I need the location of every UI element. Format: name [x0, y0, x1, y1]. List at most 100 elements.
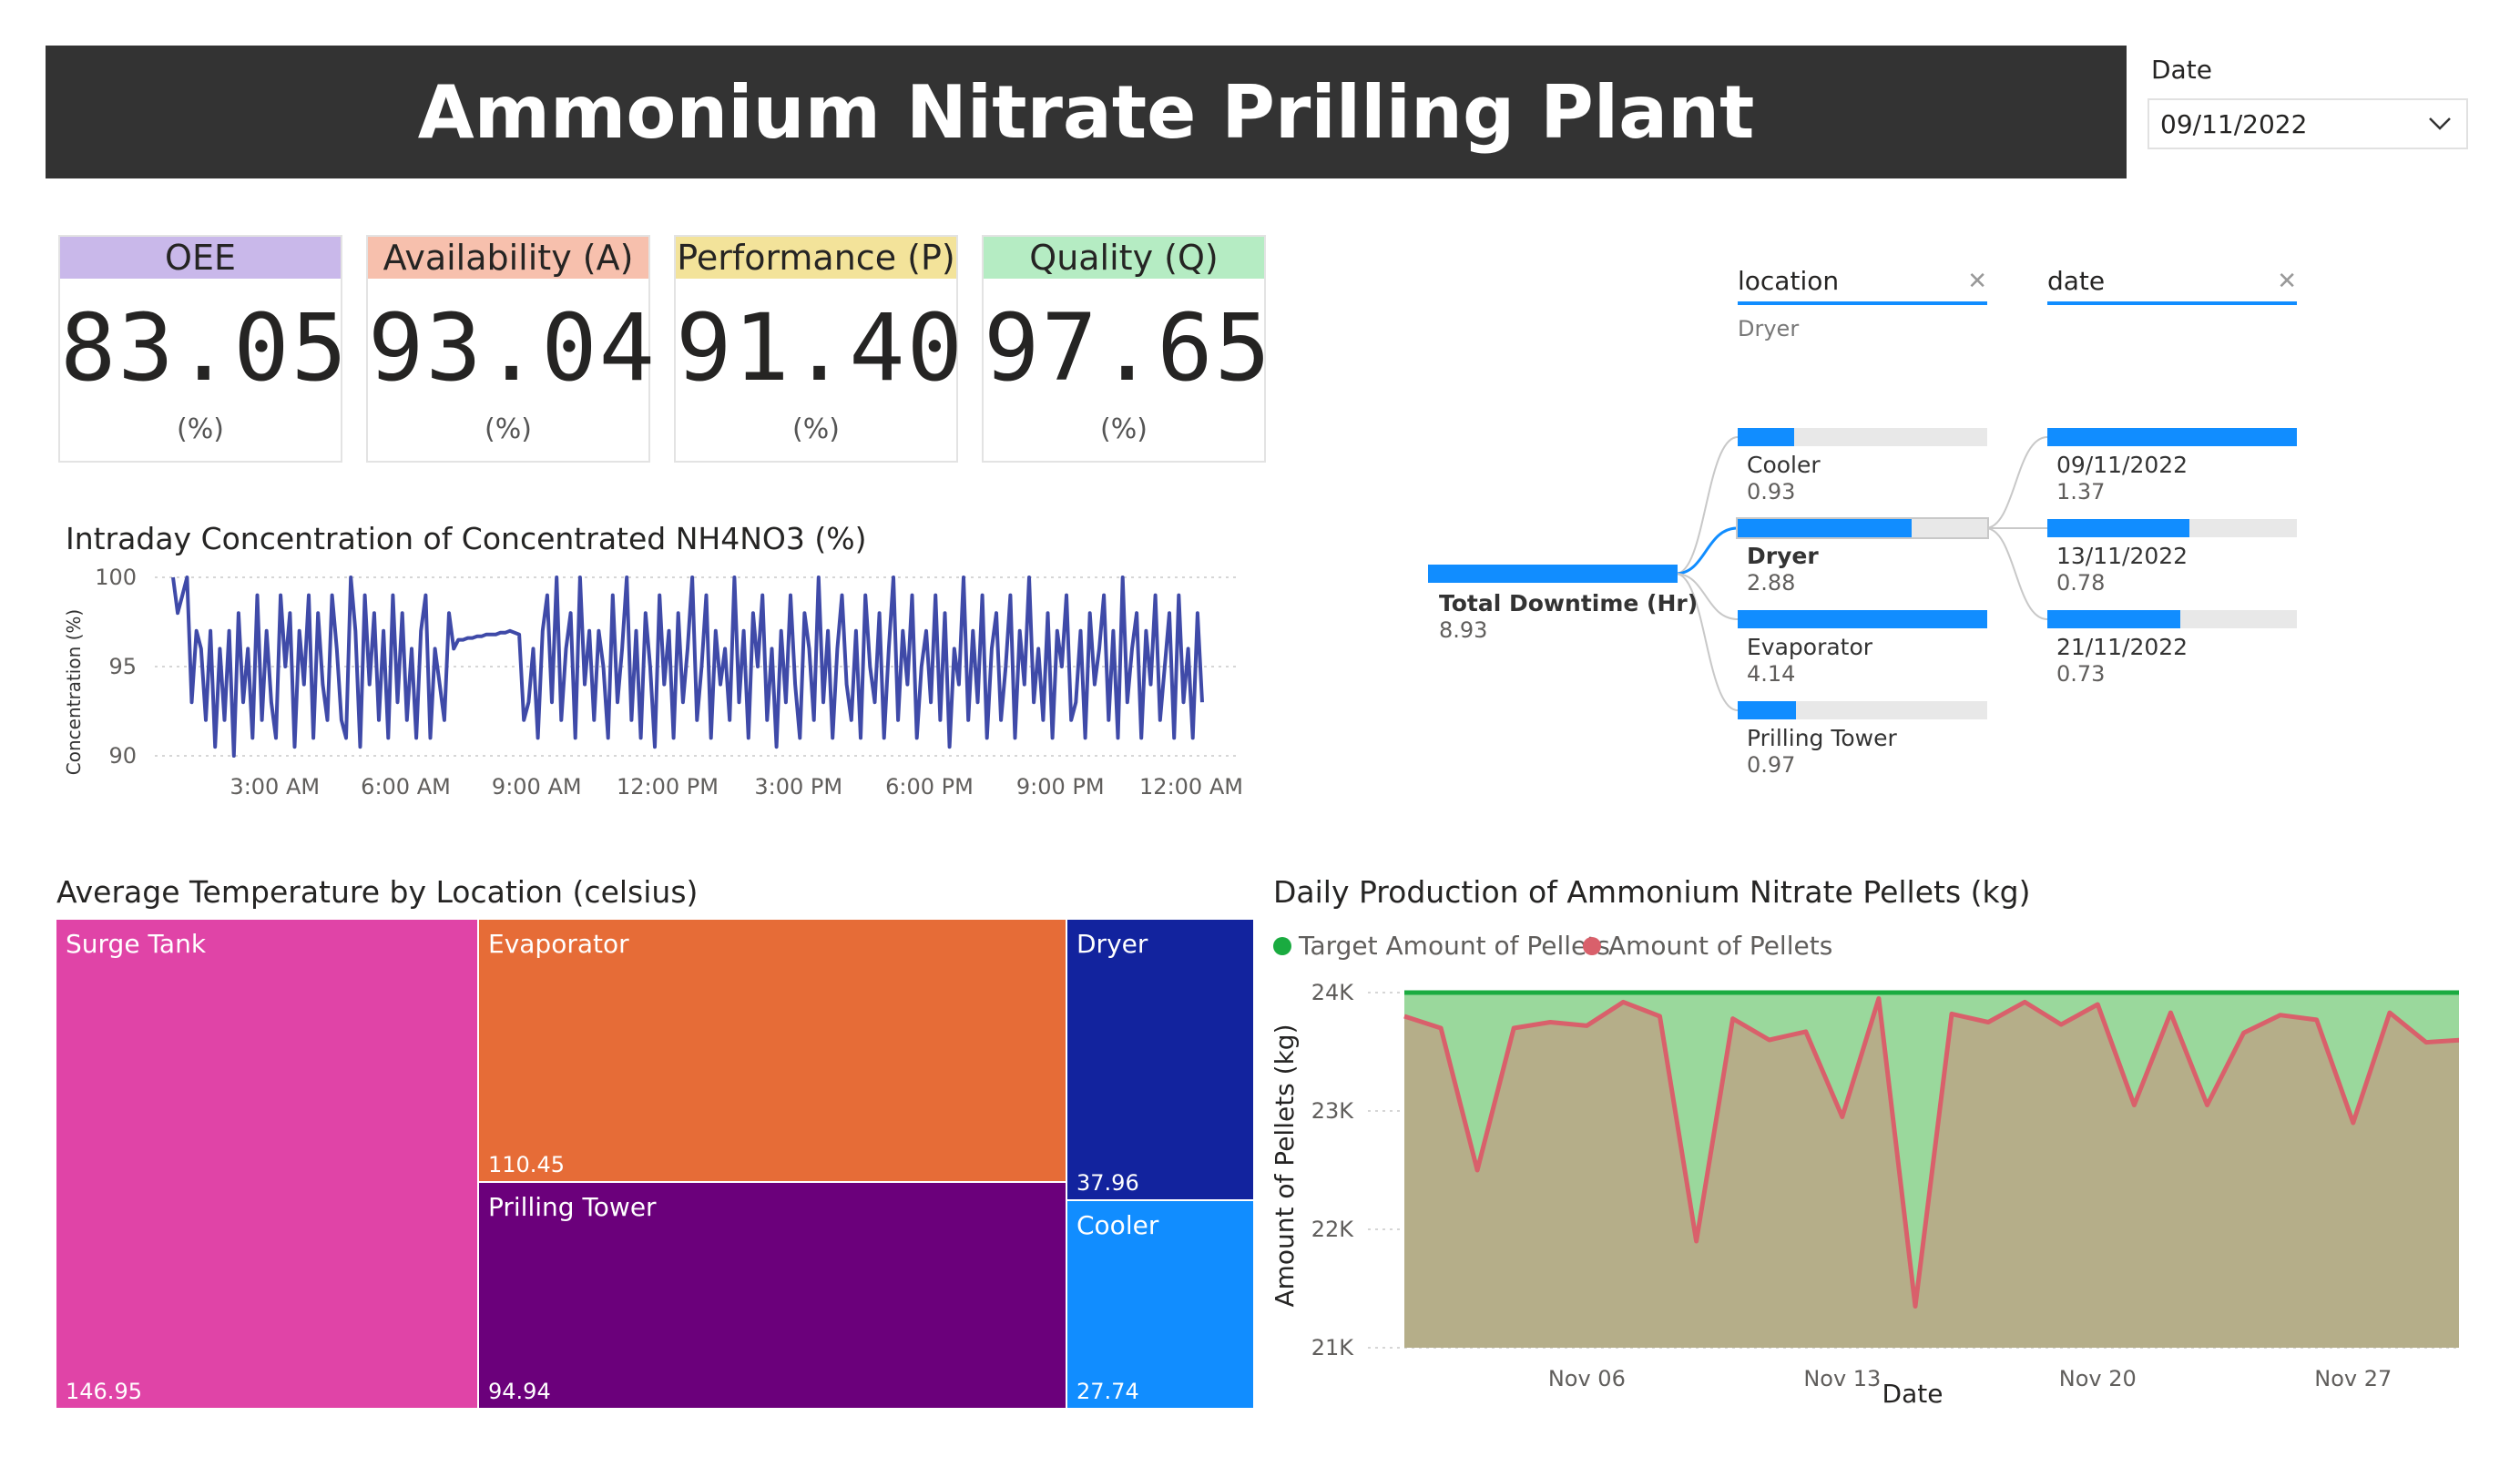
legend-label: Amount of Pellets — [1608, 931, 1833, 961]
decomp-node-label: 13/11/2022 — [2056, 543, 2188, 569]
kpi-card-value: 83.05 — [60, 294, 350, 402]
intraday-series-line — [171, 576, 1204, 758]
x-tick-label: 12:00 PM — [617, 774, 719, 800]
intraday-chart[interactable]: Concentration (%) 100 95 90 3:00 AM 6:00 … — [55, 565, 1275, 810]
kpi-card-value: 97.65 — [984, 294, 1273, 402]
intraday-chart-title: Intraday Concentration of Concentrated N… — [66, 521, 867, 556]
treemap-tile-value: 27.74 — [1076, 1379, 1139, 1404]
x-tick-label: Nov 20 — [2059, 1366, 2137, 1391]
decomp-filter-location[interactable]: location ✕ Dryer — [1738, 266, 1987, 341]
decomp-node-value: 4.14 — [1747, 661, 1796, 687]
decomp-root-bar[interactable] — [1428, 565, 1678, 583]
decomp-node-label: 09/11/2022 — [2056, 452, 2188, 478]
decomp-bar-fill — [2047, 428, 2297, 446]
kpi-card-unit: (%) — [485, 413, 532, 445]
date-slicer-label: Date — [2151, 55, 2212, 85]
decomp-bar-track — [1736, 517, 1989, 539]
decomp-node-label: Evaporator — [1747, 634, 1873, 660]
decomp-node-label: Dryer — [1747, 543, 1819, 569]
decomp-bar-track — [2047, 519, 2297, 537]
kpi-card-header: Performance (P) — [676, 237, 956, 279]
decomp-bar-track — [1738, 428, 1987, 446]
treemap-tile-evaporator[interactable]: Evaporator 110.45 — [479, 920, 1066, 1181]
treemap-tile-dryer[interactable]: Dryer 37.96 — [1067, 920, 1253, 1199]
decomp-filter-underline — [2047, 301, 2297, 305]
y-tick-label: 100 — [95, 565, 137, 590]
decomp-bar-track — [1738, 610, 1987, 628]
page-title-bar: Ammonium Nitrate Prilling Plant — [46, 46, 2127, 178]
kpi-card-value: 91.40 — [676, 294, 965, 402]
close-icon[interactable]: ✕ — [1967, 268, 1987, 295]
x-tick-label: 12:00 AM — [1139, 774, 1243, 800]
kpi-card-unit: (%) — [792, 413, 840, 445]
decomp-node-value: 1.37 — [2056, 479, 2106, 504]
kpi-card-unit: (%) — [1100, 413, 1148, 445]
date-slicer-value: 09/11/2022 — [2160, 108, 2308, 139]
decomp-node-value: 0.97 — [1747, 752, 1796, 778]
intraday-y-ticks: 100 95 90 — [95, 565, 137, 769]
treemap-tile-value: 94.94 — [488, 1379, 551, 1404]
treemap-tile-surge-tank[interactable]: Surge Tank 146.95 — [56, 920, 477, 1408]
x-tick-label: Nov 27 — [2314, 1366, 2392, 1391]
decomp-filter-selected: Dryer — [1738, 316, 1800, 341]
decomp-node-label: 21/11/2022 — [2056, 634, 2188, 660]
decomp-filter-label: location — [1738, 266, 1840, 296]
intraday-y-axis-title: Concentration (%) — [63, 609, 85, 775]
legend-item-actual[interactable]: Amount of Pellets — [1583, 931, 1832, 961]
kpi-card-unit: (%) — [177, 413, 224, 445]
production-x-axis-title: Date — [1882, 1379, 1944, 1409]
treemap-tile-label: Prilling Tower — [488, 1192, 657, 1222]
legend-item-target[interactable]: Target Amount of Pellets — [1273, 931, 1610, 961]
actual-series-line — [1403, 996, 2459, 1309]
y-tick-label: 24K — [1311, 980, 1355, 1005]
decomp-node-label: Cooler — [1747, 452, 1821, 478]
date-slicer-dropdown[interactable]: 09/11/2022 — [2148, 98, 2468, 149]
decomp-node-value: 0.78 — [2056, 570, 2106, 596]
treemap-tile-label: Dryer — [1076, 929, 1148, 959]
treemap-tile-label: Surge Tank — [66, 929, 207, 959]
production-chart[interactable]: Amount of Pellets (kg) Date 24K 23K 22K … — [1266, 965, 2459, 1421]
decomp-filter-date[interactable]: date ✕ — [2047, 266, 2297, 305]
intraday-x-ticks: 3:00 AM 6:00 AM 9:00 AM 12:00 PM 3:00 PM 6:00… — [230, 774, 1243, 800]
treemap-tile-label: Cooler — [1076, 1210, 1159, 1240]
decomp-bar-track — [1738, 701, 1987, 719]
decomp-root-value: 8.93 — [1439, 617, 1488, 643]
legend-dot — [1273, 936, 1291, 955]
decomp-bar-fill — [1738, 701, 1797, 719]
treemap-tile-cooler[interactable]: Cooler 27.74 — [1067, 1201, 1253, 1408]
kpi-card-quality: Quality (Q) 97.65 (%) — [982, 235, 1273, 463]
close-icon[interactable]: ✕ — [2277, 268, 2297, 295]
treemap-tile-value: 146.95 — [66, 1379, 142, 1404]
decomp-filter-underline — [1738, 301, 1987, 305]
kpi-card-availability: Availability (A) 93.04 (%) — [366, 235, 658, 463]
production-x-ticks: Nov 06 Nov 13 Nov 20 Nov 27 — [1548, 1366, 2392, 1391]
treemap-tile-prilling-tower[interactable]: Prilling Tower 94.94 — [479, 1183, 1066, 1408]
y-tick-label: 90 — [108, 743, 137, 769]
decomp-node-value: 0.93 — [1747, 479, 1796, 504]
decomp-bar-track — [2047, 610, 2297, 628]
actual-area — [1404, 998, 2459, 1348]
kpi-card-header: OEE — [60, 237, 341, 279]
y-tick-label: 22K — [1311, 1217, 1355, 1242]
x-tick-label: 6:00 PM — [885, 774, 974, 800]
decomp-node-value: 2.88 — [1747, 570, 1796, 596]
decomp-bar-fill — [2047, 519, 2189, 537]
legend-label: Target Amount of Pellets — [1299, 931, 1610, 961]
kpi-card-header: Quality (Q) — [984, 237, 1264, 279]
treemap-tile-value: 110.45 — [488, 1152, 565, 1177]
y-tick-label: 21K — [1311, 1335, 1355, 1360]
y-tick-label: 23K — [1311, 1098, 1355, 1124]
decomp-bar-fill — [1738, 428, 1794, 446]
x-tick-label: 9:00 PM — [1016, 774, 1105, 800]
decomp-bar-track — [2047, 428, 2297, 446]
kpi-card-header: Availability (A) — [368, 237, 648, 279]
treemap-tile-label: Evaporator — [488, 929, 629, 959]
treemap-tile-value: 37.96 — [1076, 1170, 1139, 1196]
kpi-card-value: 93.04 — [368, 294, 658, 402]
page-title: Ammonium Nitrate Prilling Plant — [417, 69, 1755, 155]
legend-dot — [1583, 936, 1601, 955]
x-tick-label: Nov 06 — [1548, 1366, 1626, 1391]
production-y-axis-title: Amount of Pellets (kg) — [1270, 1024, 1300, 1307]
y-tick-label: 95 — [108, 654, 137, 679]
production-y-ticks: 24K 23K 22K 21K — [1311, 980, 1355, 1360]
